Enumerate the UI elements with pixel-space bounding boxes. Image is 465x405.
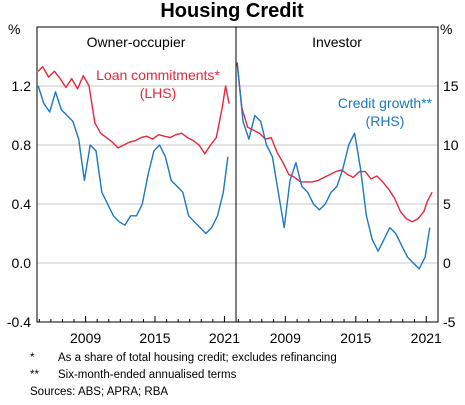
series-line-loan-commitments-investor (236, 63, 433, 223)
series-lines (37, 62, 433, 270)
right-tick-label: 5 (443, 196, 451, 212)
right-unit-label: % (440, 21, 452, 37)
footnotes: * As a share of total housing credit; ex… (30, 350, 460, 401)
chart-title: Housing Credit (160, 0, 304, 22)
footnote-1-mark: * (30, 352, 35, 364)
panel-title-owner-occupier: Owner-occupier (87, 34, 186, 50)
left-unit-label: % (8, 21, 20, 37)
left-tick-label: 0.8 (12, 137, 32, 153)
series-line-loan-commitments-owner-occupier (37, 66, 230, 155)
right-tick-label: -5 (443, 314, 456, 330)
series-line-credit-growth-owner-occupier (37, 85, 229, 235)
left-tick-label: 0.4 (12, 196, 32, 212)
axis-ticks: 1.2 0.8 0.4 0.0 -0.4 15 10 5 0 -5 2009 2015 2021 2009… (7, 78, 459, 346)
x-tick-label: 2009 (270, 330, 301, 346)
x-tick-label: 2021 (411, 330, 442, 346)
credit-growth-label: Credit growth** (338, 95, 433, 111)
credit-growth-axis-note: (RHS) (366, 113, 405, 129)
panel-title-investor: Investor (312, 34, 362, 50)
sources-line: Sources: ABS; APRA; RBA (30, 386, 169, 398)
gridlines (37, 85, 438, 264)
right-tick-label: 0 (443, 255, 451, 271)
x-tick-label: 2009 (70, 330, 101, 346)
footnote-1: * As a share of total housing credit; ex… (30, 350, 460, 367)
x-tick-label: 2021 (209, 330, 240, 346)
footnote-2-text: Six-month-ended annualised terms (58, 369, 237, 381)
x-tick-label: 2015 (340, 330, 371, 346)
right-tick-label: 15 (443, 78, 459, 94)
x-tick-label: 2015 (139, 330, 170, 346)
loan-commitments-label: Loan commitments* (96, 67, 220, 83)
left-tick-label: -0.4 (7, 314, 31, 330)
plot-frame (36, 26, 439, 323)
series-line-credit-growth-investor (236, 62, 431, 270)
footnote-2-mark: ** (30, 369, 39, 381)
footnote-1-text: As a share of total housing credit; excl… (58, 352, 337, 364)
footnote-2: ** Six-month-ended annualised terms (30, 367, 460, 384)
left-tick-label: 1.2 (12, 78, 32, 94)
loan-commitments-axis-note: (LHS) (140, 85, 177, 101)
left-tick-label: 0.0 (12, 255, 32, 271)
right-tick-label: 10 (443, 137, 459, 153)
